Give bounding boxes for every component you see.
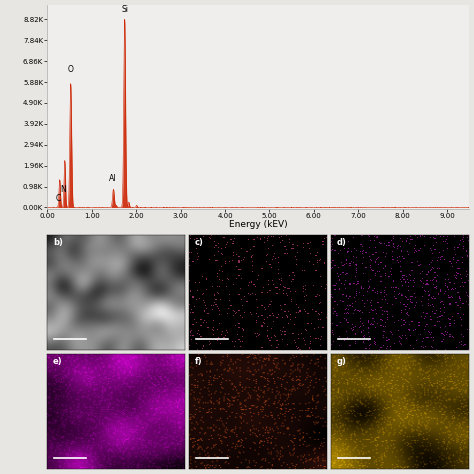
Text: e): e) — [53, 357, 63, 366]
Text: c): c) — [195, 238, 204, 247]
Text: f): f) — [195, 357, 202, 366]
Text: C: C — [56, 194, 61, 203]
Text: Al: Al — [109, 174, 117, 183]
Text: N: N — [60, 185, 66, 193]
Text: Si: Si — [121, 5, 128, 14]
Text: b): b) — [53, 238, 63, 247]
Text: g): g) — [337, 357, 347, 366]
Text: O: O — [68, 65, 73, 74]
X-axis label: Energy (kEV): Energy (kEV) — [229, 220, 288, 229]
Text: d): d) — [337, 238, 347, 247]
